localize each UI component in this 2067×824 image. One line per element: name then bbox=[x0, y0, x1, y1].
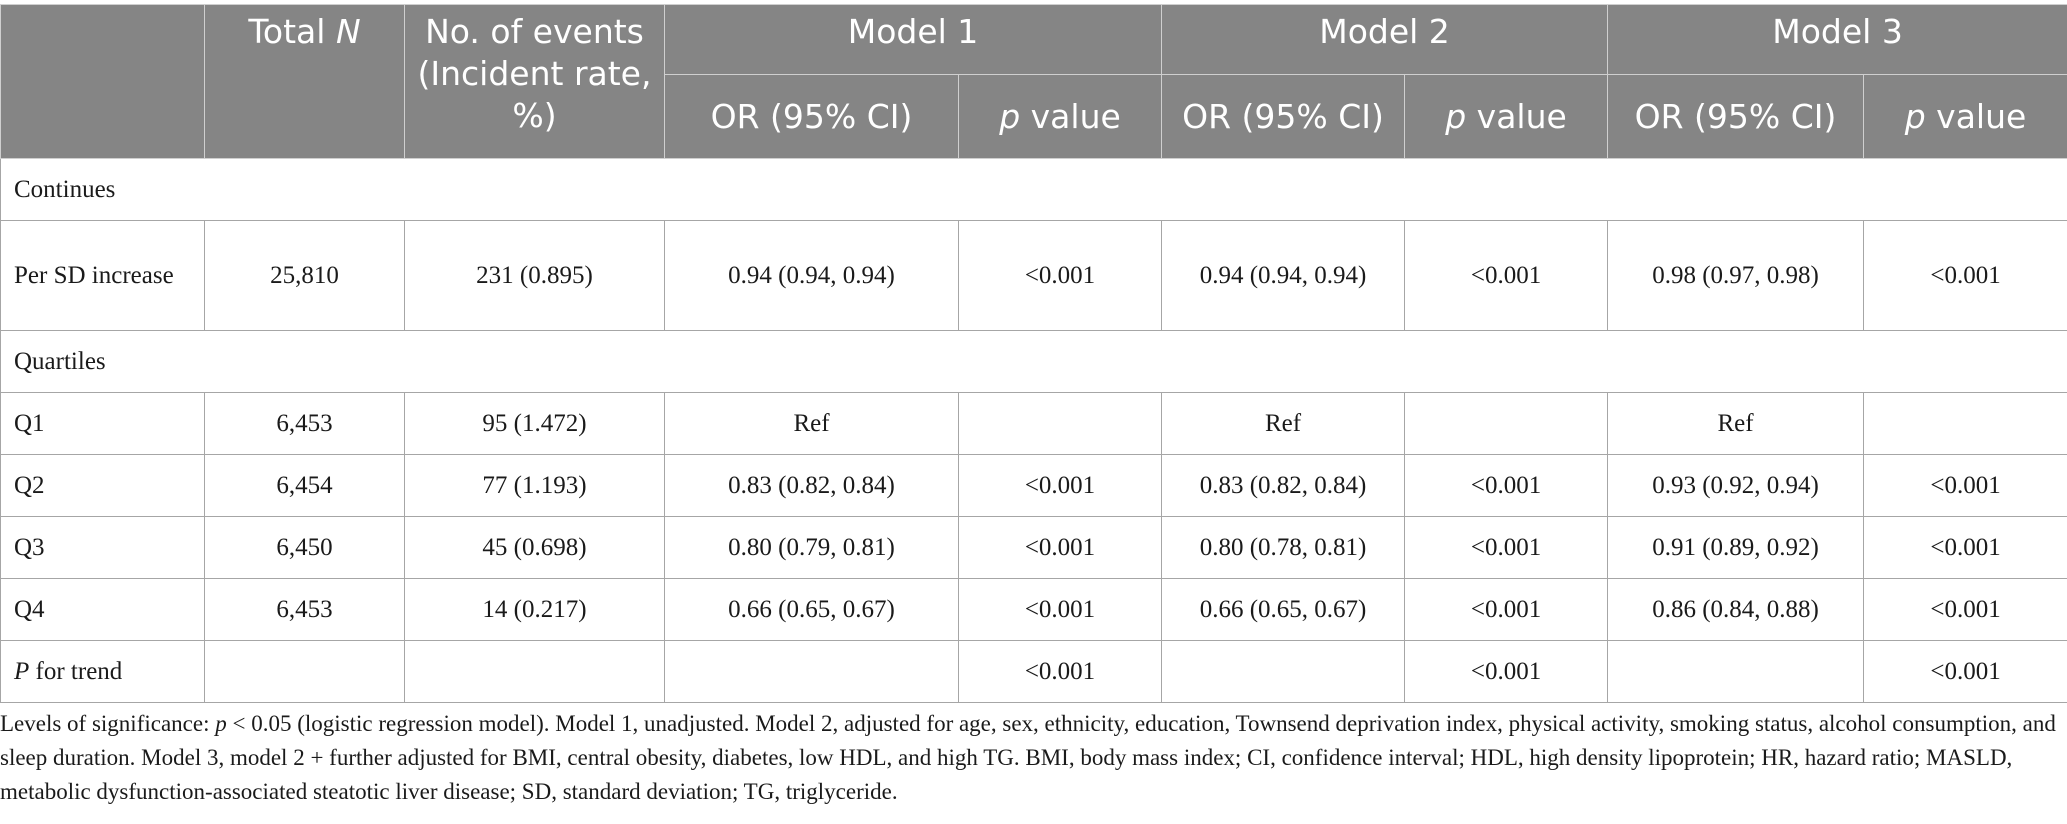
header-row-2: OR (95% CI) p value OR (95% CI) p value … bbox=[1, 74, 2067, 159]
cell-total-n: 6,454 bbox=[204, 454, 405, 517]
table-row-q1: Q1 6,453 95 (1.472) Ref Ref Ref bbox=[0, 392, 2067, 455]
cell-m1-p: <0.001 bbox=[957, 220, 1163, 331]
cell-m1-or: 0.66 (0.65, 0.67) bbox=[664, 578, 959, 641]
cell-total-n bbox=[204, 640, 405, 703]
table-row-q3: Q3 6,450 45 (0.698) 0.80 (0.79, 0.81) <0… bbox=[0, 516, 2067, 579]
header-m1-p: p value bbox=[957, 74, 1163, 159]
cell-events: 45 (0.698) bbox=[404, 516, 665, 579]
header-m2-p: p value bbox=[1404, 74, 1609, 159]
cell-m2-p: <0.001 bbox=[1404, 640, 1609, 703]
row-label: P for trend bbox=[0, 640, 205, 703]
cell-m2-or: 0.94 (0.94, 0.94) bbox=[1161, 220, 1406, 331]
cell-m1-p: <0.001 bbox=[957, 516, 1163, 579]
cell-m3-or: 0.93 (0.92, 0.94) bbox=[1607, 454, 1865, 517]
table-footnote: Levels of significance: p < 0.05 (logist… bbox=[0, 711, 2056, 804]
cell-total-n: 6,453 bbox=[204, 578, 405, 641]
cell-m3-p: <0.001 bbox=[1863, 516, 2067, 579]
cell-m1-p: <0.001 bbox=[957, 454, 1163, 517]
cell-m3-or: 0.86 (0.84, 0.88) bbox=[1607, 578, 1865, 641]
row-label: Per SD increase bbox=[0, 220, 205, 331]
cell-m2-or: Ref bbox=[1161, 392, 1406, 455]
cell-m2-or: 0.83 (0.82, 0.84) bbox=[1161, 454, 1406, 517]
cell-m1-or: 0.80 (0.79, 0.81) bbox=[664, 516, 959, 579]
header-row-1: Total N No. of events (Incident rate, %)… bbox=[0, 4, 2067, 159]
cell-m3-or: Ref bbox=[1607, 392, 1865, 455]
cell-events: 95 (1.472) bbox=[404, 392, 665, 455]
section-label: Continues bbox=[0, 158, 2067, 221]
section-label: Quartiles bbox=[0, 330, 2067, 393]
row-label: Q3 bbox=[0, 516, 205, 579]
row-label: Q1 bbox=[0, 392, 205, 455]
header-m3-or: OR (95% CI) bbox=[1607, 74, 1865, 159]
header-events: No. of events (Incident rate, %) bbox=[404, 4, 665, 159]
header-m1-or: OR (95% CI) bbox=[664, 74, 959, 159]
cell-m2-p bbox=[1404, 392, 1609, 455]
cell-m3-p: <0.001 bbox=[1863, 220, 2067, 331]
cell-m3-p bbox=[1863, 392, 2067, 455]
cell-m1-or: 0.83 (0.82, 0.84) bbox=[664, 454, 959, 517]
cell-m3-or: 0.91 (0.89, 0.92) bbox=[1607, 516, 1865, 579]
section-row-continues: Continues bbox=[0, 158, 2067, 221]
section-row-quartiles: Quartiles bbox=[0, 330, 2067, 393]
cell-m1-or bbox=[664, 640, 959, 703]
cell-events: 14 (0.217) bbox=[404, 578, 665, 641]
cell-total-n: 6,450 bbox=[204, 516, 405, 579]
cell-m2-or: 0.80 (0.78, 0.81) bbox=[1161, 516, 1406, 579]
row-label: Q4 bbox=[0, 578, 205, 641]
cell-events: 231 (0.895) bbox=[404, 220, 665, 331]
cell-m3-or: 0.98 (0.97, 0.98) bbox=[1607, 220, 1865, 331]
cell-m3-or bbox=[1607, 640, 1865, 703]
row-label: Q2 bbox=[0, 454, 205, 517]
cell-m3-p: <0.001 bbox=[1863, 640, 2067, 703]
header-m2-or: OR (95% CI) bbox=[1161, 74, 1406, 159]
results-table: Total N No. of events (Incident rate, %)… bbox=[0, 4, 2067, 703]
cell-total-n: 25,810 bbox=[204, 220, 405, 331]
header-model-1: Model 1 bbox=[663, 4, 1163, 75]
header-total-n: Total N bbox=[204, 4, 405, 159]
header-model-2: Model 2 bbox=[1161, 4, 1609, 75]
cell-m2-or bbox=[1161, 640, 1406, 703]
table-row-trend: P for trend <0.001 <0.001 <0.001 bbox=[0, 640, 2067, 703]
header-blank bbox=[0, 4, 205, 159]
cell-m1-or: Ref bbox=[664, 392, 959, 455]
cell-m1-p: <0.001 bbox=[957, 578, 1163, 641]
cell-total-n: 6,453 bbox=[204, 392, 405, 455]
cell-m3-p: <0.001 bbox=[1863, 454, 2067, 517]
cell-events: 77 (1.193) bbox=[404, 454, 665, 517]
cell-events bbox=[404, 640, 665, 703]
cell-m2-p: <0.001 bbox=[1404, 516, 1609, 579]
cell-m1-p bbox=[957, 392, 1163, 455]
table-row-q4: Q4 6,453 14 (0.217) 0.66 (0.65, 0.67) <0… bbox=[0, 578, 2067, 641]
header-model-3: Model 3 bbox=[1607, 4, 2067, 75]
header-m3-p: p value bbox=[1863, 74, 2067, 159]
cell-m3-p: <0.001 bbox=[1863, 578, 2067, 641]
cell-m1-p: <0.001 bbox=[957, 640, 1163, 703]
table-row-q2: Q2 6,454 77 (1.193) 0.83 (0.82, 0.84) <0… bbox=[0, 454, 2067, 517]
cell-m2-p: <0.001 bbox=[1404, 220, 1609, 331]
cell-m2-p: <0.001 bbox=[1404, 454, 1609, 517]
cell-m2-p: <0.001 bbox=[1404, 578, 1609, 641]
table-row-per-sd: Per SD increase 25,810 231 (0.895) 0.94 … bbox=[0, 220, 2067, 331]
cell-m1-or: 0.94 (0.94, 0.94) bbox=[664, 220, 959, 331]
cell-m2-or: 0.66 (0.65, 0.67) bbox=[1161, 578, 1406, 641]
